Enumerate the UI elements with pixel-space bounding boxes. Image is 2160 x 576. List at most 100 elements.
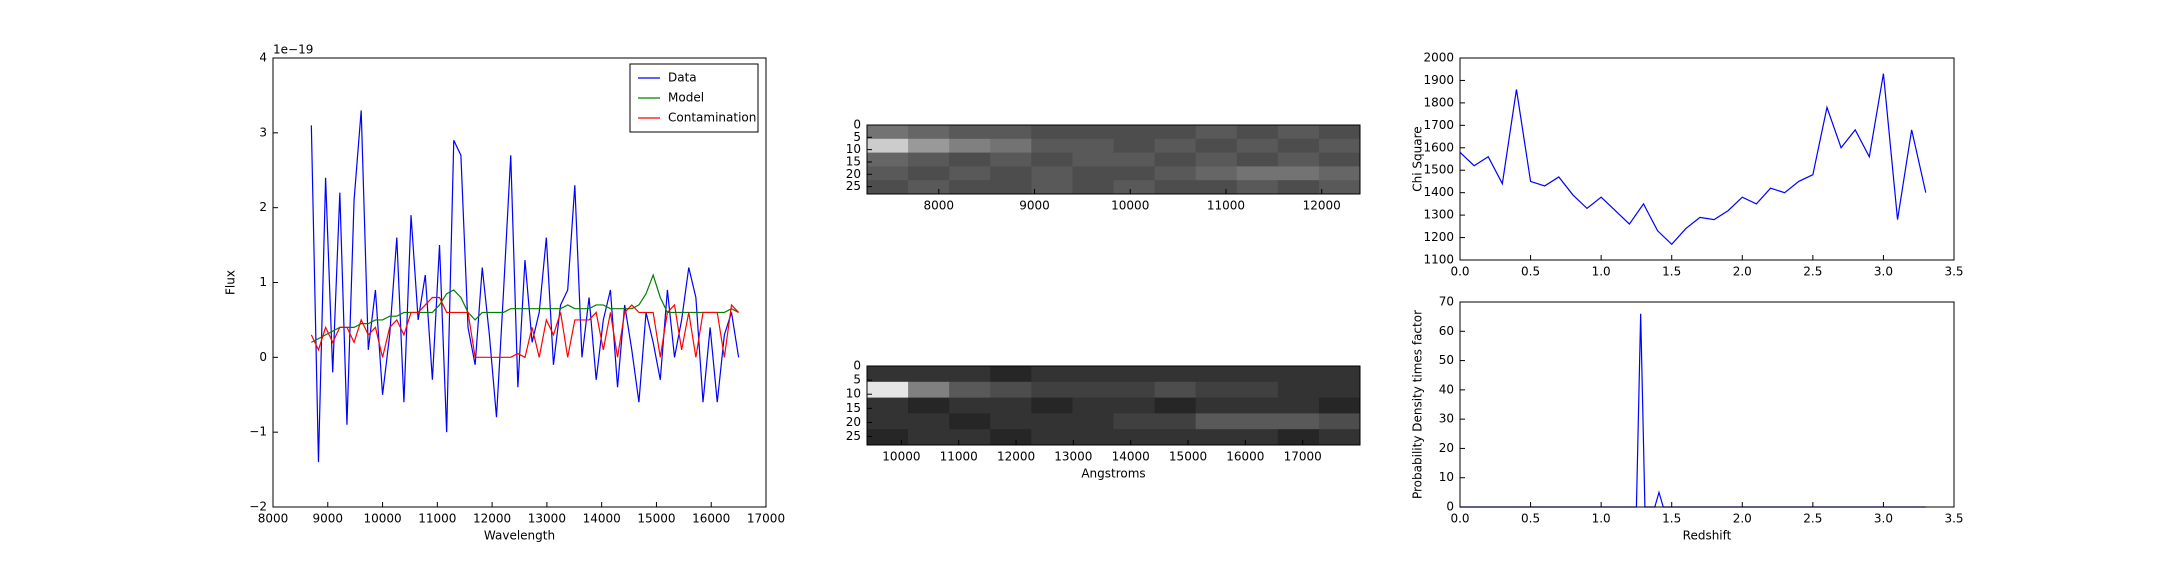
y-tick-label: 0 [1446,500,1454,514]
heat-cell [1154,152,1197,167]
heat-cell [1318,180,1361,195]
heat-cell [1277,166,1320,181]
heat-cell [1113,366,1156,383]
y-tick-label: 25 [846,179,861,193]
heat-cell [990,125,1032,140]
y-tick-label: 20 [846,167,861,181]
y-tick-label: 15 [846,401,861,415]
y-tick-label: 40 [1439,382,1454,396]
x-tick-label: 10000 [882,450,920,464]
heat-cell [949,152,991,167]
y-tick-label: −1 [249,425,267,439]
heat-cell [1236,125,1279,140]
y-tick-label: 5 [853,373,861,387]
x-tick-label: 8000 [258,512,289,526]
heat-cell [990,366,1032,383]
y-axis-label: Flux [224,270,238,295]
heat-cell [1031,125,1073,140]
heat-cell [1154,180,1197,195]
heat-cell [1072,397,1114,414]
legend-label: Data [668,71,697,85]
heat-cell [1154,381,1197,399]
heat-cell [1031,381,1073,399]
heat-cell [1236,381,1279,399]
x-tick-label: 15000 [1169,450,1207,464]
x-tick-label: 16000 [1226,450,1264,464]
axes-frame [1459,301,1955,508]
heat-cell [867,166,909,181]
heat-cell [949,166,991,181]
x-tick-label: 3.5 [1944,512,1963,526]
heat-cell [867,125,909,140]
heat-cell [1113,138,1156,154]
axes-frame [1459,57,1955,261]
x-tick-label: 0.5 [1521,512,1540,526]
x-tick-label: 14000 [583,512,621,526]
heat-cell [1236,152,1279,167]
x-tick-label: 2.0 [1733,265,1752,279]
heat-cell [867,180,909,195]
x-tick-label: 1.0 [1592,512,1611,526]
x-tick-label: 2.5 [1803,512,1822,526]
y-tick-label: 1900 [1423,73,1454,87]
heat-cell [1195,180,1238,195]
x-tick-label: 11000 [940,450,978,464]
heat-cell [1154,429,1197,446]
heat-cell [1195,366,1238,383]
heat-cell [1318,138,1361,154]
heat-cell [1154,166,1197,181]
heat-cell [990,166,1032,181]
x-axis-label: Redshift [1683,529,1732,543]
heat-cell [1113,152,1156,167]
heat-cell [1236,166,1279,181]
x-tick-label: 13000 [528,512,566,526]
heat-cell [1113,381,1156,399]
heat-cell [990,138,1032,154]
heat-cell [949,125,991,140]
y-tick-label: −2 [249,500,267,514]
y-tick-label: 0 [853,359,861,373]
heat-cell [1113,397,1156,414]
heat-cell [908,152,950,167]
heat-cell [1236,413,1279,430]
x-tick-label: 12000 [1303,199,1341,213]
offset-label: 1e−19 [273,43,313,57]
heat-cell [867,413,909,430]
heat-cell [1113,413,1156,430]
y-tick-label: 2 [259,200,267,214]
heat-cell [1031,429,1073,446]
x-tick-label: 15000 [637,512,675,526]
heat-cell [1277,397,1320,414]
heat-cell [1072,138,1114,154]
heat-cell [867,366,909,383]
heat-cell [990,413,1032,430]
heat-cell [908,138,950,154]
heat-cell [1113,125,1156,140]
heat-cell [1154,397,1197,414]
heat-cell [867,397,909,414]
heat-cell [1236,429,1279,446]
heat-cell [1072,413,1114,430]
heat-cell [1113,180,1156,195]
heat-cell [1072,125,1114,140]
x-tick-label: 0.5 [1521,265,1540,279]
heat-cell [1277,413,1320,430]
heat-cell [1318,381,1361,399]
heat-cell [1031,180,1073,195]
heat-cell [1318,125,1361,140]
heat-cell [908,125,950,140]
heat-cell [867,152,909,167]
heat-cell [1195,138,1238,154]
heat-cell [949,413,991,430]
x-tick-label: 2.5 [1803,265,1822,279]
heat-cell [867,429,909,446]
heat-cell [1195,413,1238,430]
y-tick-label: 1300 [1423,208,1454,222]
x-tick-label: 2.0 [1733,512,1752,526]
heat-cell [1318,429,1361,446]
heat-cell [949,180,991,195]
heat-cell [1113,429,1156,446]
heat-cell [1031,138,1073,154]
x-tick-label: 3.0 [1874,265,1893,279]
heat-cell [1154,366,1197,383]
